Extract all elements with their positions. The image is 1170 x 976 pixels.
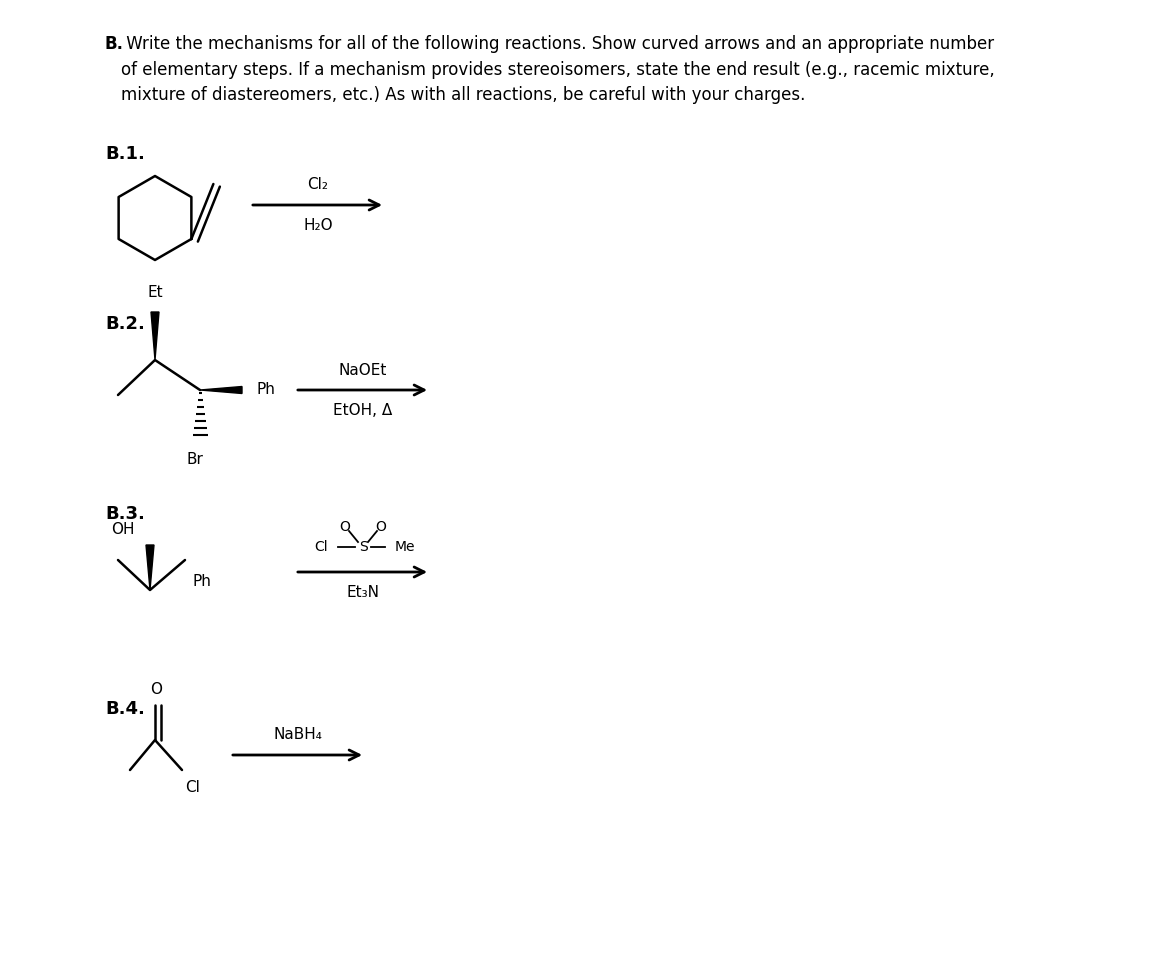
Text: Ph: Ph <box>193 574 212 589</box>
Text: B.1.: B.1. <box>105 145 145 163</box>
Text: EtOH, Δ: EtOH, Δ <box>333 403 393 418</box>
Text: Me: Me <box>395 540 415 554</box>
Polygon shape <box>200 386 242 393</box>
Text: O: O <box>376 520 386 534</box>
Text: Et₃N: Et₃N <box>346 585 379 600</box>
Text: OH: OH <box>111 522 135 537</box>
Text: S: S <box>359 540 367 554</box>
Text: H₂O: H₂O <box>303 218 332 233</box>
Text: Br: Br <box>186 452 204 467</box>
Text: B.2.: B.2. <box>105 315 145 333</box>
Text: NaBH₄: NaBH₄ <box>274 727 323 742</box>
Text: O: O <box>339 520 351 534</box>
Text: Cl: Cl <box>315 540 328 554</box>
Text: Et: Et <box>147 285 163 300</box>
Text: Cl₂: Cl₂ <box>308 177 329 192</box>
Text: B.3.: B.3. <box>105 505 145 523</box>
Text: O: O <box>150 682 161 697</box>
Polygon shape <box>146 545 154 590</box>
Polygon shape <box>151 312 159 360</box>
Text: Write the mechanisms for all of the following reactions. Show curved arrows and : Write the mechanisms for all of the foll… <box>121 35 994 104</box>
Text: NaOEt: NaOEt <box>339 363 387 378</box>
Text: B.4.: B.4. <box>105 700 145 718</box>
Text: Cl: Cl <box>185 780 200 795</box>
Text: Ph: Ph <box>256 383 275 397</box>
Text: B.: B. <box>105 35 124 53</box>
